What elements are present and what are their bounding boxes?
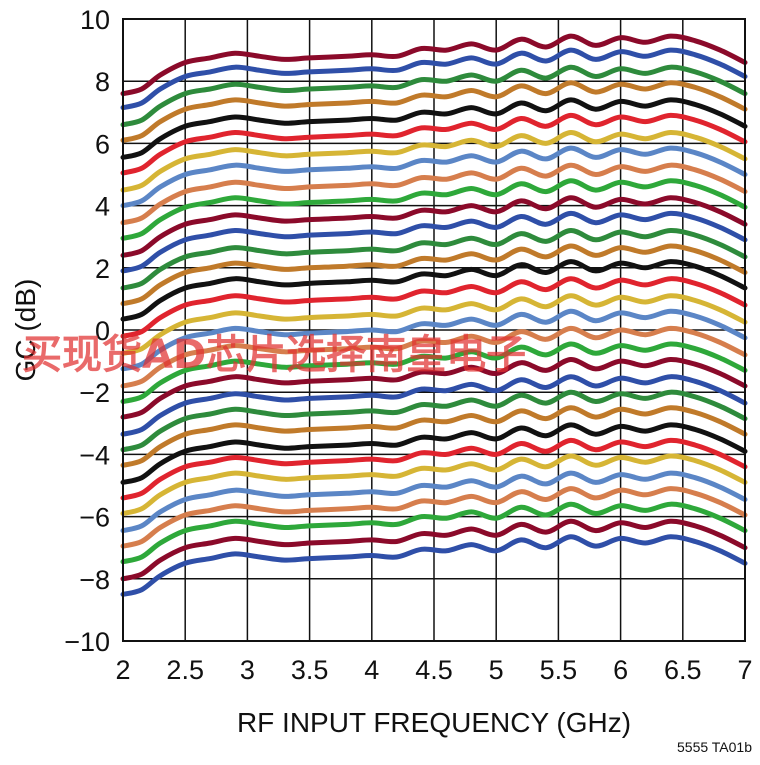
series-line [120, 145, 748, 209]
series-line [120, 33, 748, 97]
series-line [120, 276, 748, 339]
series-line [120, 374, 748, 437]
series-line [120, 210, 748, 274]
x-tick-label: 4 [364, 655, 379, 685]
series-line [120, 470, 748, 534]
x-axis-title: RF INPUT FREQUENCY (GHz) [237, 707, 631, 738]
series-line [120, 227, 748, 291]
series-line [120, 259, 748, 322]
series-line [120, 64, 748, 128]
x-tick-label: 6 [613, 655, 628, 685]
figure-id: 5555 TA01b [677, 739, 752, 755]
y-tick-label: 2 [95, 254, 110, 284]
y-tick-label: 4 [95, 192, 110, 222]
series-line [120, 80, 748, 143]
series-line [120, 112, 748, 176]
watermark-text: 买现货AD芯片选择南皇电子 [22, 332, 526, 378]
series-line [120, 486, 748, 549]
y-tick-label: −2 [79, 378, 110, 408]
x-tick-label: 5.5 [540, 655, 578, 685]
series-line [120, 341, 748, 404]
series-line [120, 501, 748, 565]
y-tick-label: 6 [95, 129, 110, 159]
x-tick-label: 7 [737, 655, 752, 685]
x-tick-label: 2.5 [166, 655, 204, 685]
series-line [120, 308, 748, 372]
series-line [120, 518, 748, 582]
y-tick-labels: 10 8 6 4 2 0 −2 −4 −6 −8 −10 [64, 5, 110, 657]
series-line [120, 293, 748, 356]
y-tick-label: −6 [79, 503, 110, 533]
y-tick-label: 8 [95, 67, 110, 97]
y-tick-label: −10 [64, 627, 110, 657]
x-tick-label: 5 [489, 655, 504, 685]
y-tick-label: 10 [80, 5, 110, 35]
series-line [120, 422, 748, 485]
x-tick-label: 6.5 [664, 655, 702, 685]
series-line [120, 47, 748, 111]
series-line [120, 389, 748, 453]
series-line [120, 243, 748, 307]
x-tick-labels: 2 2.5 3 3.5 4 4.5 5 5.5 6 6.5 7 [115, 655, 752, 685]
series-line [120, 129, 748, 193]
series-line [120, 162, 748, 226]
x-tick-label: 4.5 [415, 655, 453, 685]
series-line [120, 178, 748, 241]
series-group [120, 33, 748, 597]
series-line [120, 325, 748, 389]
series-line [120, 405, 748, 468]
series-line [120, 453, 748, 516]
y-axis-title: GC (dB) [10, 279, 41, 382]
y-tick-label: 0 [95, 316, 110, 346]
series-line [120, 437, 748, 501]
y-tick-label: −4 [79, 440, 110, 470]
x-tick-label: 2 [115, 655, 130, 685]
x-tick-label: 3.5 [291, 655, 329, 685]
x-tick-label: 3 [240, 655, 255, 685]
y-tick-label: −8 [79, 565, 110, 595]
series-line [120, 356, 748, 420]
series-line [120, 534, 748, 597]
series-line [120, 97, 748, 160]
series-line [120, 195, 748, 258]
plot-frame [122, 18, 746, 642]
